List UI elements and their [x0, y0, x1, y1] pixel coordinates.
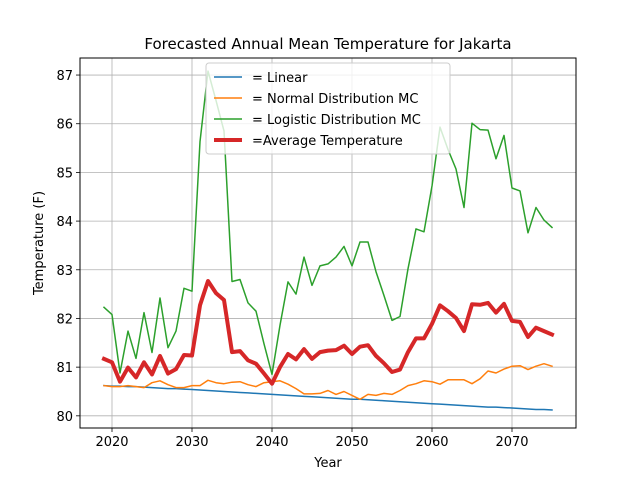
legend-label: = Normal Distribution MC	[252, 92, 418, 107]
series-line-normal-distribution-mc	[103, 362, 553, 401]
y-tick-label: 85	[56, 166, 73, 181]
x-tick-label: 2070	[495, 435, 528, 450]
series-line-average-temperature	[101, 279, 555, 386]
y-tick-label: 86	[56, 118, 73, 133]
legend-label: =Average Temperature	[252, 134, 403, 149]
x-tick-label: 2030	[175, 435, 208, 450]
x-tick-label: 2050	[335, 435, 368, 450]
y-tick-label: 83	[56, 264, 73, 279]
y-tick-label: 87	[56, 69, 73, 84]
y-axis-label: Temperature (F)	[32, 191, 47, 296]
legend-box	[205, 62, 451, 155]
chart-title: Forecasted Annual Mean Temperature for J…	[144, 35, 511, 53]
series-line-linear	[103, 384, 553, 411]
y-tick-label: 84	[56, 215, 73, 230]
x-axis-label: Year	[313, 456, 342, 471]
y-tick-label: 80	[56, 410, 73, 425]
legend: = Linear = Normal Distribution MC = Logist…	[205, 62, 451, 155]
ticks: 2020 2030 2040 2050 2060 2070 80 81 82 83 84 85 86 87	[56, 69, 528, 450]
x-tick-label: 2040	[255, 435, 288, 450]
plot-frame	[79, 57, 577, 429]
legend-label: = Linear	[252, 71, 308, 86]
y-tick-label: 82	[56, 312, 73, 327]
x-tick-label: 2060	[415, 435, 448, 450]
series-line-logistic-distribution-mc	[102, 70, 554, 376]
x-tick-label: 2020	[95, 435, 128, 450]
legend-label: = Logistic Distribution MC	[252, 113, 421, 128]
y-tick-label: 81	[56, 361, 73, 376]
series-layer	[101, 70, 555, 411]
